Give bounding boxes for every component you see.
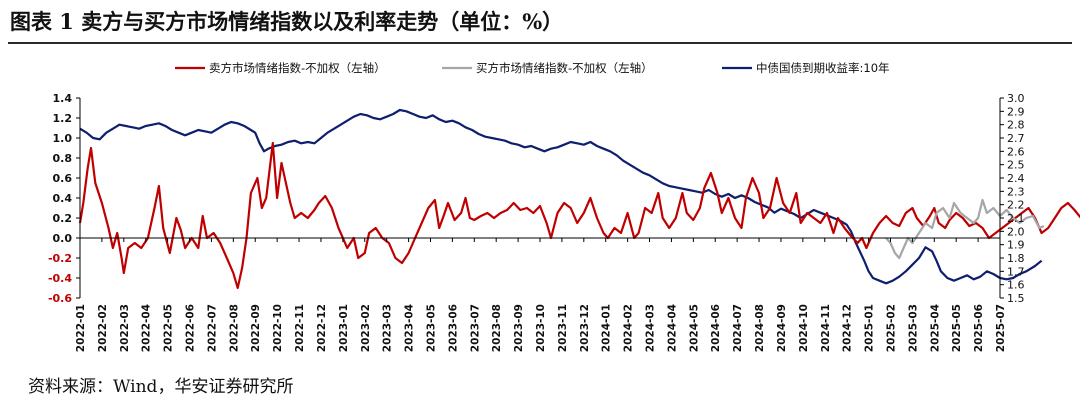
- right-tick-label: 2.0: [1007, 225, 1025, 238]
- right-tick-label: 2.6: [1007, 145, 1025, 158]
- left-tick-label: 0.8: [53, 152, 73, 165]
- right-tick-label: 2.3: [1007, 185, 1025, 198]
- x-tick-label: 2022-11: [294, 304, 306, 352]
- x-tick-label: 2022-06: [185, 304, 197, 352]
- x-tick-label: 2023-06: [447, 304, 459, 352]
- right-tick-label: 1.8: [1007, 252, 1025, 265]
- right-tick-label: 2.5: [1007, 159, 1025, 172]
- right-tick-label: 2.7: [1007, 132, 1025, 145]
- x-tick-label: 2024-09: [776, 304, 788, 352]
- left-tick-label: 0.0: [53, 232, 73, 245]
- right-tick-label: 3.0: [1007, 92, 1025, 105]
- x-tick-label: 2023-10: [535, 304, 547, 352]
- x-tick-label: 2022-08: [228, 304, 240, 352]
- x-tick-label: 2023-09: [513, 304, 525, 352]
- series-buy-sentiment-line: [885, 198, 1045, 260]
- left-tick-label: -0.2: [48, 252, 72, 265]
- series-sell-sentiment-line: [78, 141, 1080, 290]
- x-tick-label: 2024-01: [601, 304, 613, 352]
- left-tick-label: 1.2: [53, 112, 73, 125]
- x-tick-label: 2024-06: [710, 304, 722, 352]
- page-title: 图表 1 卖方与买方市场情绪指数以及利率走势（单位：%）: [10, 9, 564, 34]
- x-tick-label: 2025-06: [973, 304, 985, 352]
- left-tick-label: 1.4: [53, 92, 73, 105]
- left-tick-label: 0.2: [53, 212, 73, 225]
- x-tick-label: 2024-05: [688, 304, 700, 352]
- x-tick-label: 2022-01: [75, 304, 87, 352]
- right-tick-label: 2.4: [1007, 172, 1025, 185]
- x-tick-label: 2023-01: [338, 304, 350, 352]
- right-tick-label: 1.5: [1007, 292, 1025, 305]
- title-divider: [8, 42, 1072, 44]
- axes: -0.6-0.4-0.20.00.20.40.60.81.01.21.41.51…: [48, 92, 1025, 352]
- legend-label: 买方市场情绪指数-不加权（左轴）: [476, 61, 653, 75]
- x-tick-label: 2025-01: [864, 304, 876, 352]
- source-note: 资料来源：Wind，华安证券研究所: [28, 377, 294, 397]
- x-tick-label: 2022-04: [141, 304, 153, 352]
- x-tick-label: 2023-05: [425, 304, 437, 352]
- chart-legend: 卖方市场情绪指数-不加权（左轴） 买方市场情绪指数-不加权（左轴） 中债国债到期收益…: [175, 61, 890, 75]
- legend-label: 卖方市场情绪指数-不加权（左轴）: [209, 61, 386, 75]
- right-tick-label: 1.9: [1007, 239, 1025, 252]
- right-tick-label: 2.8: [1007, 119, 1025, 132]
- chart: 卖方市场情绪指数-不加权（左轴） 买方市场情绪指数-不加权（左轴） 中债国债到期收益…: [48, 61, 1080, 352]
- right-tick-label: 1.7: [1007, 265, 1025, 278]
- x-tick-label: 2024-02: [623, 304, 635, 352]
- right-tick-label: 2.1: [1007, 212, 1025, 225]
- series-10y-yield-line: [79, 108, 1043, 285]
- x-tick-label: 2025-02: [885, 304, 897, 352]
- x-tick-label: 2024-04: [666, 304, 678, 352]
- x-tick-label: 2024-07: [732, 304, 744, 352]
- left-tick-label: -0.6: [48, 292, 72, 305]
- x-tick-label: 2024-08: [754, 304, 766, 352]
- x-tick-label: 2025-07: [995, 304, 1007, 352]
- x-tick-label: 2022-02: [97, 304, 109, 352]
- x-tick-label: 2024-10: [798, 304, 810, 352]
- legend-label: 中债国债到期收益率:10年: [756, 61, 890, 75]
- x-tick-label: 2022-05: [163, 304, 175, 352]
- right-tick-label: 2.9: [1007, 105, 1025, 118]
- x-tick-label: 2023-07: [469, 304, 481, 352]
- x-tick-label: 2023-03: [382, 304, 394, 352]
- x-tick-label: 2024-12: [842, 304, 854, 352]
- left-tick-label: 0.6: [53, 172, 73, 185]
- right-tick-label: 2.2: [1007, 199, 1025, 212]
- x-tick-label: 2022-09: [250, 304, 262, 352]
- plot-area: [78, 108, 1080, 290]
- x-tick-label: 2023-11: [557, 304, 569, 352]
- left-tick-label: 0.4: [53, 192, 73, 205]
- right-tick-label: 1.6: [1007, 279, 1025, 292]
- x-tick-label: 2025-04: [929, 304, 941, 352]
- x-tick-label: 2025-05: [951, 304, 963, 352]
- x-tick-label: 2025-03: [907, 304, 919, 352]
- x-tick-label: 2023-08: [491, 304, 503, 352]
- x-tick-label: 2023-04: [404, 304, 416, 352]
- left-tick-label: 1.0: [53, 132, 73, 145]
- x-tick-label: 2022-07: [206, 304, 218, 352]
- x-tick-label: 2024-11: [820, 304, 832, 352]
- x-tick-label: 2022-12: [316, 304, 328, 352]
- left-tick-label: -0.4: [48, 272, 72, 285]
- x-tick-label: 2024-03: [645, 304, 657, 352]
- x-tick-label: 2023-12: [579, 304, 591, 352]
- x-tick-label: 2023-02: [360, 304, 372, 352]
- x-tick-label: 2022-10: [272, 304, 284, 352]
- x-tick-label: 2022-03: [119, 304, 131, 352]
